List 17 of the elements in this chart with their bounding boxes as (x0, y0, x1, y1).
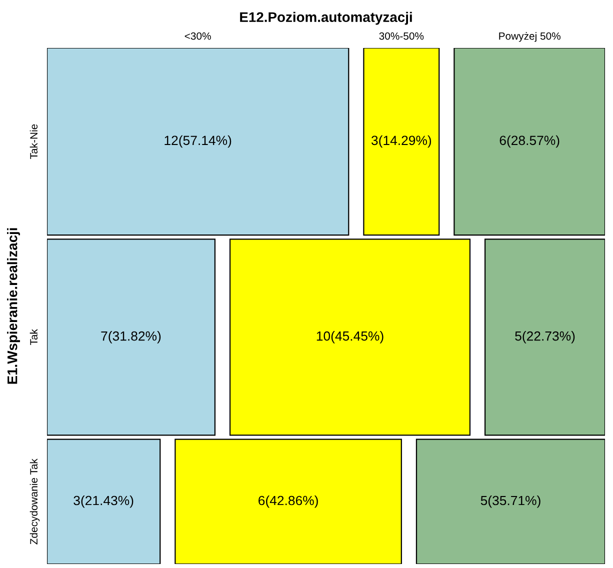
data-label: 5(35.71%) (480, 495, 540, 508)
data-label: 3(14.29%) (371, 135, 432, 148)
data-label: 5(22.73%) (515, 331, 575, 344)
data-label: 6(42.86%) (258, 495, 318, 508)
data-label: 7(31.82%) (101, 331, 161, 344)
category-label: Tak (30, 329, 38, 346)
series-label: 30%-50% (379, 32, 424, 40)
data-label: 10(45.45%) (316, 331, 384, 344)
series-label: <30% (184, 32, 211, 40)
category-label: Zdecydowanie Tak (30, 458, 40, 544)
category-label: Tak-Nie (30, 124, 38, 159)
text: E1.Wspieranie.realizacji (7, 228, 20, 384)
data-label: 6(28.57%) (500, 135, 560, 148)
data-label: 12(57.14%) (164, 135, 232, 148)
text: E12.Poziom.automatyzacji (240, 12, 412, 25)
series-label: Powyżej 50% (499, 32, 560, 42)
data-label: 3(21.43%) (74, 495, 134, 508)
